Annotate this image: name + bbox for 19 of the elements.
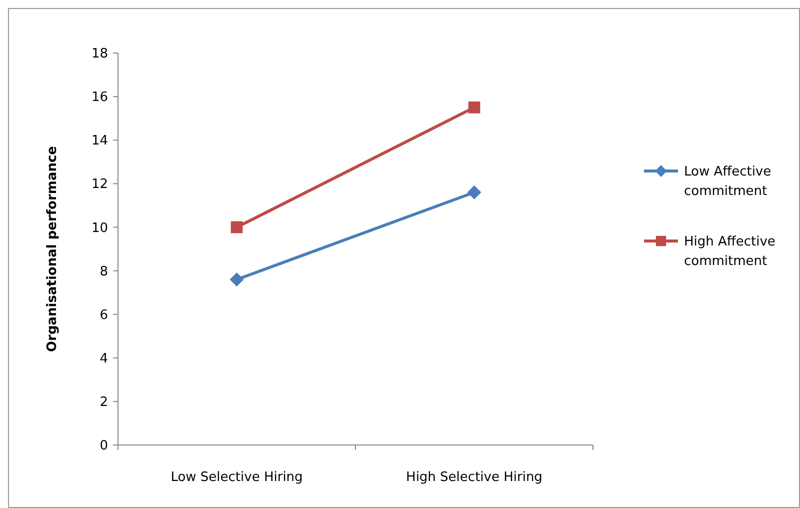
y-tick-label: 8 <box>100 264 108 280</box>
y-tick-label: 2 <box>100 394 108 410</box>
y-tick-label: 0 <box>100 438 108 454</box>
y-tick-label: 14 <box>91 134 108 149</box>
y-tick-label: 12 <box>91 177 108 192</box>
point <box>468 101 480 114</box>
point <box>230 221 243 234</box>
x-tick-label: High Selective Hiring <box>406 470 542 485</box>
y-tick-label: 4 <box>100 351 108 366</box>
point <box>230 272 244 286</box>
y-axis-title: Organisational performance <box>45 146 60 352</box>
legend-label: High Affective commitment <box>684 234 776 270</box>
y-tick-label: 6 <box>100 308 108 323</box>
y-tick-label: 16 <box>91 90 108 106</box>
point <box>467 185 482 200</box>
y-tick-label: 18 <box>91 46 108 62</box>
legend-label: Low Affective commitment <box>684 164 772 200</box>
x-tick-label: Low Selective Hiring <box>170 470 303 485</box>
y-tick-label: 10 <box>91 220 108 236</box>
